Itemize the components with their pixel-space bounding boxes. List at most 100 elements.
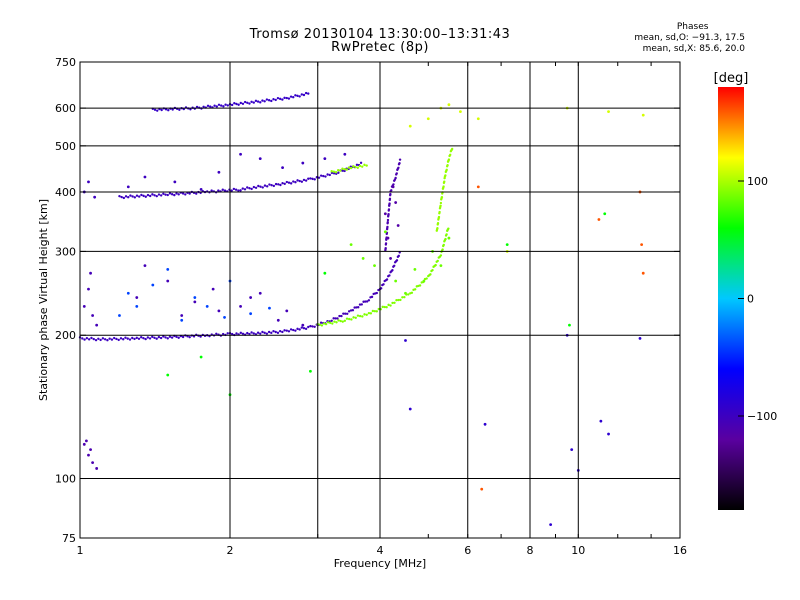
echo-point: [177, 336, 180, 339]
echo-point: [237, 189, 240, 192]
echo-point: [311, 325, 314, 328]
echo-point: [436, 227, 439, 230]
echo-point: [483, 422, 487, 426]
echo-point: [213, 104, 216, 107]
echo-point: [431, 268, 434, 272]
echo-point: [381, 305, 384, 309]
echo-point: [274, 330, 277, 334]
echo-point: [358, 303, 362, 306]
echo-point: [345, 168, 348, 171]
y-tick-label: 300: [55, 245, 76, 258]
echo-point: [209, 105, 212, 108]
echo-point: [243, 188, 247, 191]
echo-point: [304, 327, 308, 331]
echo-point: [226, 332, 229, 335]
echo-point: [131, 195, 134, 198]
echo-point: [164, 336, 167, 339]
y-tick-label: 600: [55, 102, 76, 115]
echo-point: [336, 317, 339, 320]
echo-point: [168, 192, 172, 195]
echo-point: [289, 95, 293, 98]
echo-point: [171, 108, 174, 111]
echo-point: [391, 269, 394, 272]
echo-point: [301, 323, 305, 327]
echo-point: [91, 314, 95, 317]
colorbar-label: [deg]: [714, 71, 749, 86]
echo-point: [384, 246, 387, 250]
echo-point: [358, 164, 362, 168]
echo-point: [206, 104, 210, 108]
echo-point: [361, 257, 365, 260]
echo-point: [330, 170, 333, 173]
echo-point: [254, 186, 258, 190]
echo-point: [413, 268, 417, 271]
echo-point: [367, 299, 371, 302]
echo-point: [449, 153, 452, 157]
echo-point: [241, 102, 245, 105]
echo-point: [346, 312, 349, 315]
echo-point: [108, 337, 111, 340]
echo-point: [347, 310, 351, 313]
echo-point: [341, 320, 344, 323]
echo-point: [404, 291, 407, 295]
echo-point: [122, 196, 126, 200]
echo-point: [365, 164, 368, 167]
echo-point: [170, 336, 174, 339]
echo-point: [138, 195, 141, 198]
echo-point: [252, 101, 255, 104]
y-axis-label: Stationary phase Virtual Height [km]: [37, 199, 50, 401]
echo-point: [120, 195, 123, 199]
echo-point: [396, 224, 400, 227]
echo-point: [157, 335, 161, 339]
echo-point: [341, 169, 344, 172]
echo-point: [189, 108, 192, 111]
echo-point: [387, 303, 390, 307]
echo-point: [439, 201, 443, 205]
x-tick-label: 6: [464, 544, 471, 557]
chart-title-line-1: Tromsø 20130104 13:30:00–13:31:43: [249, 27, 511, 42]
echo-point: [281, 181, 284, 185]
echo-point: [249, 296, 253, 299]
echo-point: [407, 293, 410, 296]
echo-point: [122, 338, 125, 341]
echo-point: [408, 407, 412, 411]
echo-point: [309, 324, 312, 328]
echo-point: [268, 183, 271, 186]
echo-trace: [309, 251, 401, 328]
echo-point: [175, 192, 178, 195]
echo-point: [256, 100, 260, 103]
echo-point: [133, 337, 136, 341]
echo-point: [281, 166, 284, 170]
echo-point: [85, 337, 89, 340]
echo-point: [320, 324, 324, 327]
echo-point: [81, 337, 84, 340]
echo-point: [261, 186, 264, 189]
echo-point: [167, 109, 170, 112]
echo-point: [597, 218, 601, 221]
echo-point: [385, 278, 389, 281]
echo-point: [92, 337, 95, 341]
echo-point: [641, 271, 645, 275]
echo-point: [302, 93, 306, 97]
phase-colorbar: [deg] 100 0 −100: [714, 71, 777, 510]
echo-point: [313, 178, 316, 181]
echo-point: [335, 321, 338, 324]
echo-point: [338, 314, 341, 318]
echo-point: [392, 183, 395, 186]
echo-point: [151, 283, 155, 287]
echo-point: [324, 322, 328, 326]
echo-point: [153, 336, 156, 339]
echo-point: [357, 306, 360, 309]
echo-point: [394, 201, 398, 204]
plot-area: [78, 91, 645, 527]
x-axis-label: Frequency [MHz]: [334, 557, 426, 570]
echo-point: [249, 312, 253, 316]
echo-point: [340, 314, 343, 318]
echo-point: [87, 180, 90, 184]
echo-point: [309, 369, 312, 373]
echo-point: [148, 194, 152, 198]
echo-point: [241, 332, 245, 335]
echo-point: [339, 319, 342, 323]
echo-point: [170, 193, 174, 196]
